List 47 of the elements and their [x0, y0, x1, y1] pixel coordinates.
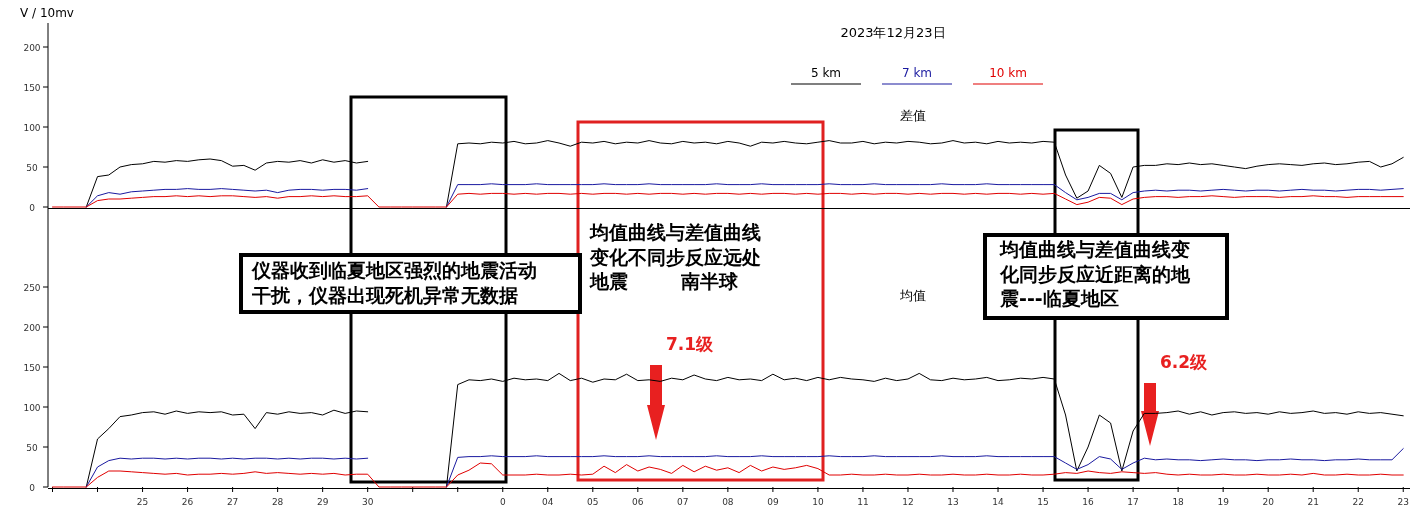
chart-title: 2023年12月23日: [840, 25, 946, 40]
x-tick-label: 04: [542, 497, 554, 507]
annotation: 仪器收到临夏地区强烈的地震活动干扰，仪器出现死机异常无数据: [251, 259, 537, 306]
x-tick-label: 19: [1217, 497, 1230, 507]
x-tick-label: 16: [1082, 497, 1095, 507]
annotation: 均值曲线与差值曲线变化不同步反应远处地震 南半球: [589, 221, 761, 293]
x-tick-label: 06: [632, 497, 644, 507]
x-tick-label: 30: [361, 497, 374, 507]
annotation: 6.2级: [1160, 352, 1209, 372]
x-tick-label: 23: [1397, 497, 1409, 507]
x-tick-label: 25: [136, 497, 149, 507]
y-tick-label: 100: [23, 402, 41, 413]
y-tick-label: 200: [23, 322, 41, 333]
x-tick-label: 17: [1127, 497, 1139, 507]
x-tick-label: 27: [226, 497, 239, 507]
x-tick-label: 08: [722, 497, 734, 507]
y-tick-label: 0: [29, 202, 36, 213]
x-tick-label: 20: [1262, 497, 1275, 507]
x-tick-label: 0: [499, 497, 506, 507]
x-tick-label: 05: [587, 497, 599, 507]
x-tick-label: 12: [902, 497, 914, 507]
annotation: 7.1级: [666, 334, 715, 354]
x-tick-label: 09: [767, 497, 779, 507]
text: 均值: [899, 288, 926, 303]
x-tick-label: 11: [857, 497, 869, 507]
y-tick-label: 50: [26, 442, 38, 453]
x-tick-label: 26: [181, 497, 194, 507]
x-tick-label: 15: [1037, 497, 1049, 507]
x-tick-label: 18: [1172, 497, 1185, 507]
x-tick-label: 07: [677, 497, 689, 507]
x-tick-label: 22: [1352, 497, 1364, 507]
annotation: 均值曲线与差值曲线变化同步反应近距离的地震---临夏地区: [999, 238, 1191, 310]
y-tick-label: 100: [23, 122, 41, 133]
y-tick-label: 150: [23, 362, 41, 373]
y-axis-title: V / 10mv: [20, 6, 74, 20]
x-tick-label: 14: [992, 497, 1005, 507]
x-tick-label: 21: [1307, 497, 1319, 507]
y-tick-label: 150: [23, 82, 41, 93]
x-tick-label: 10: [812, 497, 824, 507]
y-tick-label: 0: [29, 482, 36, 493]
x-tick-label: 13: [947, 497, 959, 507]
y-tick-label: 250: [23, 282, 41, 293]
y-tick-label: 200: [23, 42, 41, 53]
text: 差值: [900, 108, 926, 123]
y-tick-label: 50: [26, 162, 38, 173]
x-tick-label: 28: [271, 497, 284, 507]
x-tick-label: 29: [316, 497, 329, 507]
